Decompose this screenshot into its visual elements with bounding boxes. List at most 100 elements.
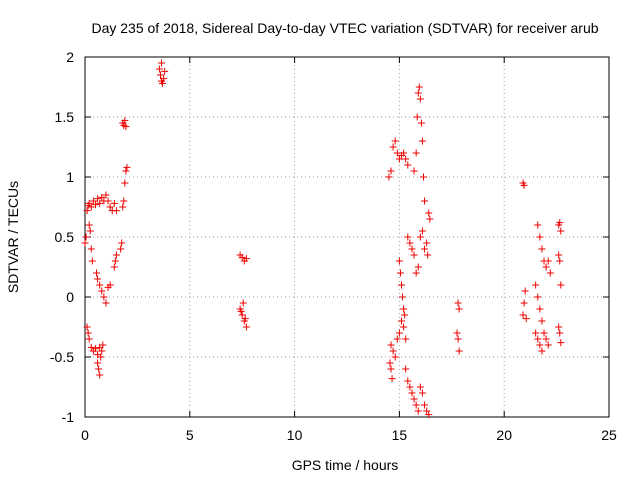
data-point [534,293,542,301]
data-point [532,329,540,337]
data-point [401,311,409,319]
data-point [534,221,542,229]
data-point [87,203,95,211]
data-point [413,113,421,121]
data-point [98,193,106,201]
data-point [540,329,548,337]
data-point [538,245,546,253]
x-tick-label: 20 [496,427,512,443]
data-point [412,401,420,409]
data-point [161,67,169,75]
data-point [425,411,433,419]
data-point [238,311,246,319]
data-point [408,389,416,397]
data-point [544,341,552,349]
data-point [83,207,91,215]
data-point [399,293,407,301]
data-point [426,215,434,223]
data-point [387,365,395,373]
data-point [423,239,431,247]
x-tick-label: 10 [287,427,303,443]
data-point [534,335,542,343]
data-point [88,257,96,265]
data-point [81,239,89,247]
data-point [557,281,565,289]
data-point [421,401,429,409]
data-point [406,383,414,391]
data-point [96,371,104,379]
data-point [112,251,120,259]
data-points [81,59,565,419]
data-point [104,197,112,205]
y-tick-label: 1.5 [55,109,75,125]
data-point [97,353,105,361]
data-point [120,197,128,205]
data-point [98,287,106,295]
data-point [393,335,401,343]
data-point [110,263,118,271]
data-point [111,257,119,265]
data-point [106,203,114,211]
data-point [388,375,396,383]
x-axis-label: GPS time / hours [292,457,399,473]
data-point [522,315,530,323]
data-point [520,181,528,189]
data-point [538,347,546,355]
data-point [121,179,129,187]
data-point [412,269,420,277]
data-point [118,239,126,247]
data-point [404,161,412,169]
data-point [400,305,408,313]
data-point [110,199,118,207]
data-point [555,251,563,259]
y-axis-label: SDTVAR / TECUs [5,181,21,293]
data-point [396,269,404,277]
data-point [99,341,107,349]
data-point [100,293,108,301]
data-point [418,389,426,397]
data-point [391,137,399,145]
data-point [556,329,564,337]
data-point [556,219,564,227]
data-point [241,315,249,323]
tick-labels: 0 5 10 15 20 25 -1 -0.5 0 0.5 1 1.5 2 [50,49,617,443]
data-point [423,407,431,415]
y-tick-label: -1 [62,409,75,425]
y-tick-label: 0.5 [55,229,75,245]
data-point [406,239,414,247]
data-point [557,227,565,235]
data-point [121,117,129,125]
data-point [117,245,125,253]
data-point [417,119,425,127]
data-point [556,257,564,265]
x-tick-label: 25 [601,427,617,443]
data-point [83,323,91,331]
data-point [410,251,418,259]
x-tick-label: 0 [81,427,89,443]
data-point [86,227,94,235]
data-point [389,347,397,355]
data-point [557,339,565,347]
data-point [536,341,544,349]
data-point [402,335,410,343]
data-point [416,233,424,241]
data-point [402,365,410,373]
data-point [532,281,540,289]
data-point [391,353,399,361]
data-point [94,275,102,283]
data-point [542,263,550,271]
data-point [106,281,114,289]
chart-title: Day 235 of 2018, Sidereal Day-to-day VTE… [91,20,598,36]
x-tick-label: 15 [392,427,408,443]
data-point [546,269,554,277]
data-point [416,95,424,103]
data-point [453,329,461,337]
data-point [395,155,403,163]
data-point [455,347,463,355]
data-point [397,281,405,289]
data-point [393,149,401,157]
data-point [414,89,422,97]
data-point [414,263,422,271]
data-point [122,123,130,131]
data-point [155,65,163,73]
